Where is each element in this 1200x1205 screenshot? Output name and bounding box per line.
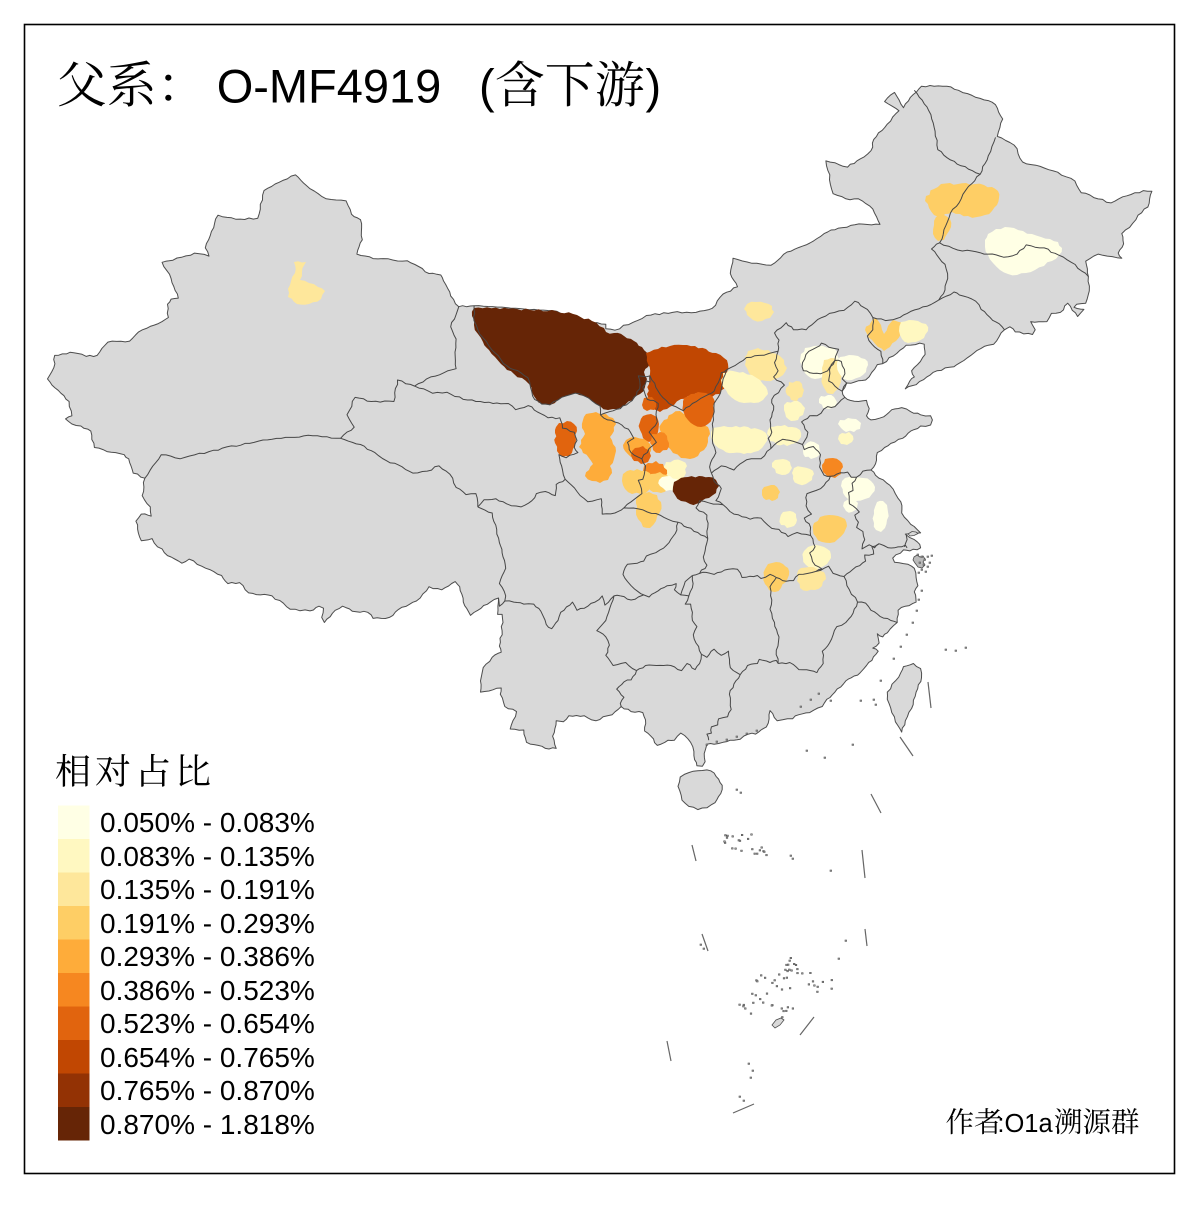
svg-text:): ) bbox=[646, 60, 662, 113]
svg-text:0.083% - 0.135%: 0.083% - 0.135% bbox=[100, 841, 315, 872]
svg-text::O1a: :O1a bbox=[997, 1110, 1053, 1138]
svg-text:0.135% - 0.191%: 0.135% - 0.191% bbox=[100, 874, 315, 905]
svg-text:0.191% - 0.293%: 0.191% - 0.293% bbox=[100, 908, 315, 939]
svg-text:0.654% - 0.765%: 0.654% - 0.765% bbox=[100, 1042, 315, 1073]
svg-text:0.293% - 0.386%: 0.293% - 0.386% bbox=[100, 941, 315, 972]
svg-text:0.870% - 1.818%: 0.870% - 1.818% bbox=[100, 1109, 315, 1140]
svg-text:0.050% - 0.083%: 0.050% - 0.083% bbox=[100, 807, 315, 838]
svg-text:0.523% - 0.654%: 0.523% - 0.654% bbox=[100, 1008, 315, 1039]
svg-text:0.765% - 0.870%: 0.765% - 0.870% bbox=[100, 1075, 315, 1106]
svg-text:O-MF4919: O-MF4919 bbox=[217, 60, 442, 113]
svg-text:(: ( bbox=[479, 60, 495, 113]
svg-text:0.386% - 0.523%: 0.386% - 0.523% bbox=[100, 975, 315, 1006]
